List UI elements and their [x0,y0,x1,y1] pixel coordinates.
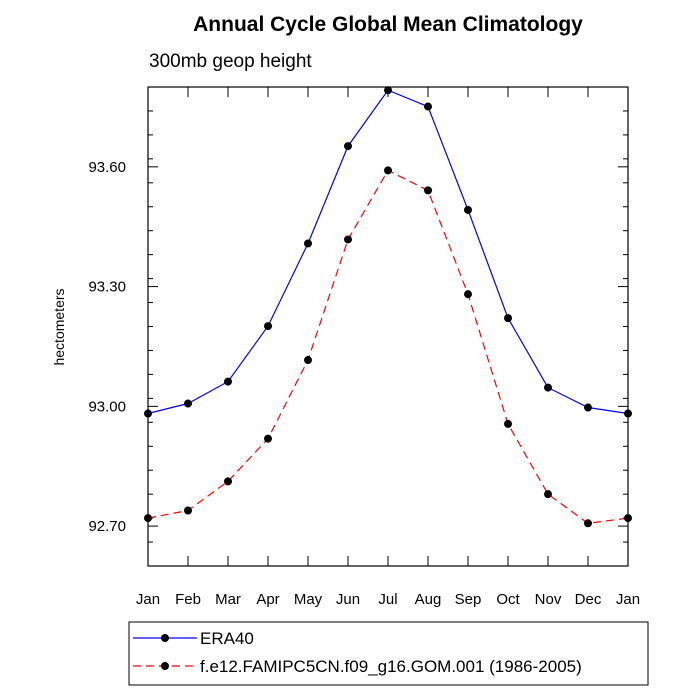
y-tick-label: 93.60 [88,159,126,176]
series-0-point [304,239,312,248]
series-1-point [264,434,272,443]
x-tick-label: May [294,591,323,608]
legend: ERA40 f.e12.FAMIPC5CN.f09_g16.GOM.001 (1… [128,621,649,686]
x-tick-label: Dec [575,591,602,608]
series-1-point [424,186,432,195]
series-1-point [344,235,352,244]
y-axis-label: hectometers [51,288,67,365]
x-tick-label: Nov [535,591,562,608]
x-tick-label: Sep [455,591,482,608]
series-0-point [544,383,552,392]
series-0-point [344,142,352,151]
ticks-layer [147,87,629,566]
series-1-point [584,519,592,528]
y-tick-label: 93.00 [88,398,126,415]
x-tick-label: Feb [175,591,201,608]
series-0-point [184,399,192,408]
series-0-point [224,377,232,386]
series-line-0 [147,89,629,415]
series-0-point [264,322,272,331]
series-0-point [384,86,392,95]
legend-marker-model [161,662,169,670]
chart-subtitle: 300mb geop height [149,51,312,72]
series-0-point [424,102,432,111]
legend-marker-era40 [161,634,169,642]
x-tick-label: Aug [415,591,442,608]
x-tick-label: Jun [336,591,360,608]
series-1-point [384,166,392,175]
series-1-point [184,506,192,515]
legend-box [128,621,649,686]
series-1-point [504,419,512,428]
series-0-point [584,403,592,412]
y-tick-label: 92.70 [88,518,126,535]
x-tick-label: Jan [616,591,640,608]
series-1-point [544,490,552,499]
x-tick-label: Oct [496,591,520,608]
y-tick-label: 93.30 [88,279,126,296]
x-tick-label: Mar [215,591,241,608]
series-layer [144,86,632,528]
tick-labels-layer: Jan Feb Mar Apr May Jun Jul Aug Sep Oct Nov Dec Jan 9… [88,159,640,608]
x-tick-label: Jul [378,591,397,608]
series-line-1 [147,169,629,524]
series-1-point [224,477,232,486]
series-1-point [304,356,312,365]
legend-label-era40: ERA40 [200,629,254,648]
x-tick-label: Jan [136,591,160,608]
x-tick-label: Apr [256,591,279,608]
series-0-point [464,205,472,214]
plot-frame [147,86,629,567]
legend-label-model: f.e12.FAMIPC5CN.f09_g16.GOM.001 (1986-20… [200,657,582,676]
chart-title: Annual Cycle Global Mean Climatology [193,13,583,36]
series-0-point [504,314,512,323]
series-1-point [464,290,472,299]
